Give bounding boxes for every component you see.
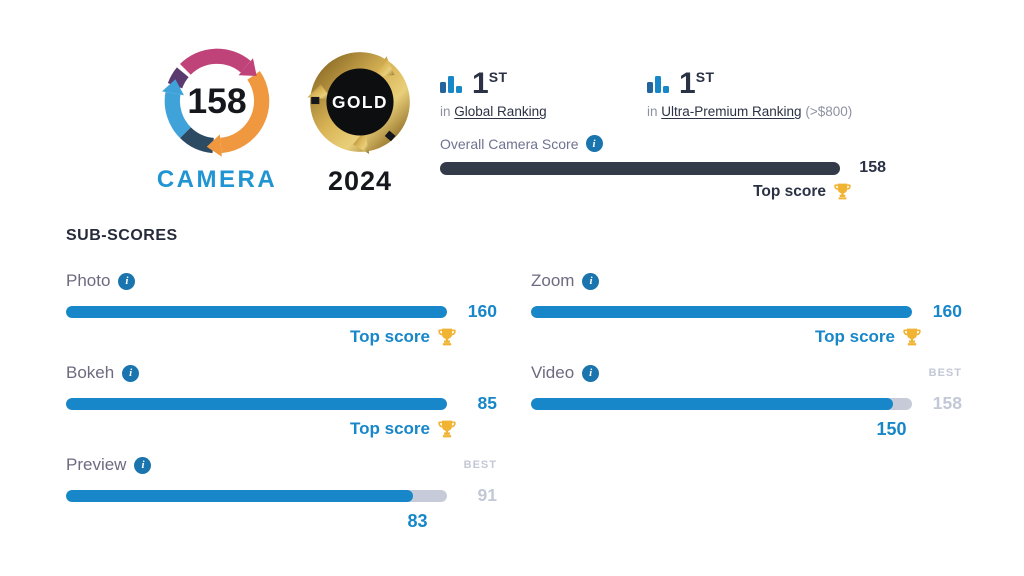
achieved-score-line: 150 — [531, 419, 912, 440]
rank-prefix: in — [440, 104, 451, 119]
overall-score-value: 158 — [859, 159, 886, 176]
subscore-row: Preview i BEST 91 83 — [66, 453, 497, 535]
subscore-label: Preview — [66, 455, 127, 474]
score-bar-track — [66, 397, 447, 410]
camera-score-badge: 158 CAMERA — [152, 40, 282, 194]
bar-chart-icon — [647, 76, 669, 93]
gold-medal-label: GOLD — [332, 92, 388, 112]
achieved-score-value: 150 — [876, 419, 907, 439]
rankings: 1ST in Global Ranking 1ST — [440, 67, 886, 119]
score-bar-fill — [66, 489, 414, 502]
top-score-line: Top score — [66, 327, 497, 347]
subscores-column-right: Zoom i 160 Top score Video i — [531, 269, 962, 545]
subscore-row: Photo i 160 Top score — [66, 269, 497, 351]
camera-score-value: 158 — [187, 81, 246, 121]
score-bar-track — [66, 489, 447, 502]
bar-chart-icon — [440, 76, 462, 93]
top-score-line: Top score — [66, 419, 497, 439]
score-bar-track — [531, 305, 912, 318]
camera-wordmark: CAMERA — [156, 166, 278, 193]
subscore-row: Video i BEST 158 150 — [531, 361, 962, 443]
subscore-label: Video — [531, 363, 575, 382]
top-score-label: Top score — [350, 419, 430, 438]
ultra-premium-ranking-link[interactable]: Ultra-Premium Ranking — [661, 104, 802, 119]
score-bar-fill — [66, 305, 447, 318]
rank-ordinal: ST — [695, 69, 715, 85]
subscore-label: Zoom — [531, 271, 575, 290]
overall-score-label: Overall Camera Score — [440, 135, 579, 152]
subscore-row: Zoom i 160 Top score — [531, 269, 962, 351]
trophy-icon — [438, 420, 456, 438]
trophy-icon — [438, 328, 456, 346]
score-bar-fill — [531, 305, 912, 318]
trophy-icon — [903, 328, 921, 346]
rank-caption: in Ultra-Premium Ranking (>$800) — [647, 104, 854, 119]
bar-end-value: 160 — [932, 301, 962, 321]
achieved-score-value: 83 — [407, 511, 428, 531]
best-label: BEST — [928, 367, 962, 379]
rank-price-note: (>$800) — [805, 104, 853, 119]
info-icon[interactable]: i — [122, 364, 140, 382]
subscores-grid: Photo i 160 Top score Bokeh i — [66, 269, 962, 545]
best-label: BEST — [463, 459, 497, 471]
info-icon[interactable]: i — [582, 364, 600, 382]
bar-end-value: 158 — [932, 393, 962, 413]
subscore-row: Bokeh i 85 Top score — [66, 361, 497, 443]
rank-caption: in Global Ranking — [440, 104, 647, 119]
top-score-line: Top score — [531, 327, 962, 347]
camera-logo-icon: 158 — [161, 48, 270, 157]
score-bar-track — [531, 397, 912, 410]
score-panel: 1ST in Global Ranking 1ST — [440, 40, 886, 201]
top-score-label: Top score — [753, 182, 826, 200]
rank-position: 1ST — [679, 67, 715, 100]
score-bar-fill — [531, 397, 893, 410]
subscores-title: SUB-SCORES — [66, 227, 178, 244]
score-bar-track — [66, 305, 447, 318]
global-ranking: 1ST in Global Ranking — [440, 67, 647, 119]
info-icon[interactable]: i — [582, 272, 600, 290]
overall-score-section: Overall Camera Score i 158 Top score — [440, 135, 886, 201]
score-bar-fill — [66, 397, 447, 410]
global-ranking-link[interactable]: Global Ranking — [454, 104, 547, 119]
overall-score-bar — [440, 161, 840, 175]
info-icon[interactable]: i — [118, 272, 136, 290]
subscores-column-left: Photo i 160 Top score Bokeh i — [66, 269, 497, 545]
achieved-score-line: 83 — [66, 511, 447, 532]
gold-award-badge: GOLD 2024 — [296, 40, 424, 197]
overall-top-score: Top score — [440, 182, 886, 201]
award-year: 2024 — [327, 166, 393, 196]
ultra-premium-ranking: 1ST in Ultra-Premium Ranking (>$800) — [647, 67, 854, 119]
rank-prefix: in — [647, 104, 658, 119]
top-score-label: Top score — [815, 327, 895, 346]
rank-position: 1ST — [472, 67, 508, 100]
trophy-icon — [834, 183, 851, 200]
bar-end-value: 91 — [477, 485, 497, 505]
info-icon[interactable]: i — [134, 456, 152, 474]
header: 158 CAMERA — [0, 0, 1024, 201]
subscore-label: Bokeh — [66, 363, 115, 382]
rank-ordinal: ST — [488, 69, 508, 85]
bar-end-value: 160 — [467, 301, 497, 321]
top-score-label: Top score — [350, 327, 430, 346]
info-icon[interactable]: i — [585, 135, 603, 152]
subscore-label: Photo — [66, 271, 111, 290]
gold-medal-icon: GOLD — [307, 52, 410, 155]
bar-end-value: 85 — [477, 393, 497, 413]
